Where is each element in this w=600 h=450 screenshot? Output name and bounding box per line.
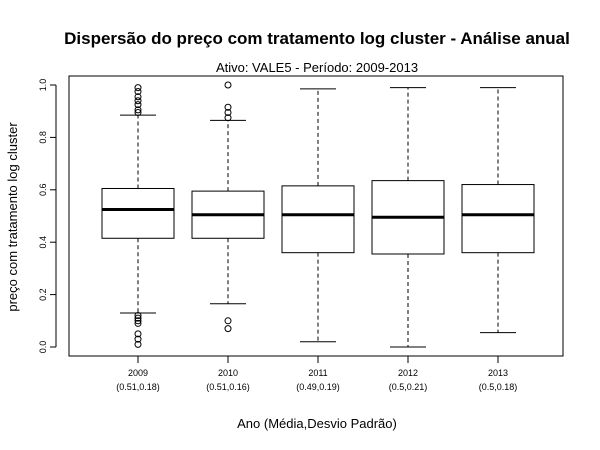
outlier-point bbox=[224, 114, 232, 122]
outlier-point bbox=[134, 317, 142, 325]
outlier-point bbox=[134, 330, 142, 338]
outlier-point bbox=[134, 88, 142, 96]
outlier-point bbox=[134, 109, 142, 117]
outlier-point bbox=[134, 340, 142, 348]
outlier-point bbox=[224, 317, 232, 325]
outlier-point bbox=[134, 93, 142, 101]
outlier-point bbox=[134, 106, 142, 114]
x-stats-label: (0.51,0.18) bbox=[116, 382, 160, 392]
x-stats-label: (0.5,0.18) bbox=[479, 382, 518, 392]
outlier-point bbox=[134, 335, 142, 343]
y-tick-label: 0.6 bbox=[38, 184, 48, 197]
x-axis-label: Ano (Média,Desvio Padrão) bbox=[237, 416, 397, 431]
x-axis: 2009 (0.51,0.18) 2010 (0.51,0.16) 2011 (0.49,… bbox=[116, 355, 518, 392]
box-group bbox=[461, 87, 535, 334]
x-tick-label: 2009 bbox=[128, 368, 148, 378]
box-group bbox=[371, 87, 445, 348]
y-axis: 0.0 0.2 0.4 0.6 0.8 1.0 bbox=[38, 79, 57, 354]
box-group bbox=[191, 81, 265, 333]
y-tick-label: 0.0 bbox=[38, 341, 48, 354]
box-series bbox=[101, 81, 535, 348]
x-stats-label: (0.51,0.16) bbox=[206, 382, 250, 392]
iqr-box bbox=[461, 184, 535, 254]
box-group bbox=[281, 88, 355, 343]
outlier-point bbox=[224, 325, 232, 333]
x-tick-label: 2011 bbox=[308, 368, 327, 378]
outlier-point bbox=[134, 97, 142, 105]
x-tick-label: 2013 bbox=[488, 368, 508, 378]
outlier-point bbox=[134, 312, 142, 320]
y-tick-label: 0.8 bbox=[38, 131, 48, 144]
outlier-point bbox=[224, 109, 232, 117]
outlier-point bbox=[134, 84, 142, 92]
box-group bbox=[101, 84, 175, 348]
y-axis-label: preço com tratamento log cluster bbox=[5, 122, 20, 312]
x-stats-label: (0.5,0.21) bbox=[389, 382, 428, 392]
iqr-box bbox=[101, 187, 175, 239]
x-tick-label: 2012 bbox=[398, 368, 418, 378]
chart-subtitle: Ativo: VALE5 - Período: 2009-2013 bbox=[216, 60, 418, 75]
outlier-point bbox=[224, 103, 232, 111]
y-tick-label: 0.2 bbox=[38, 288, 48, 301]
chart-title: Dispersão do preço com tratamento log cl… bbox=[64, 29, 570, 48]
outlier-point bbox=[224, 81, 232, 89]
outlier-point bbox=[134, 319, 142, 327]
outlier-point bbox=[134, 101, 142, 109]
iqr-box bbox=[281, 185, 355, 254]
x-tick-label: 2010 bbox=[218, 368, 238, 378]
y-tick-label: 1.0 bbox=[38, 79, 48, 92]
y-tick-label: 0.4 bbox=[38, 236, 48, 249]
x-stats-label: (0.49,0.19) bbox=[296, 382, 340, 392]
outlier-point bbox=[134, 314, 142, 322]
